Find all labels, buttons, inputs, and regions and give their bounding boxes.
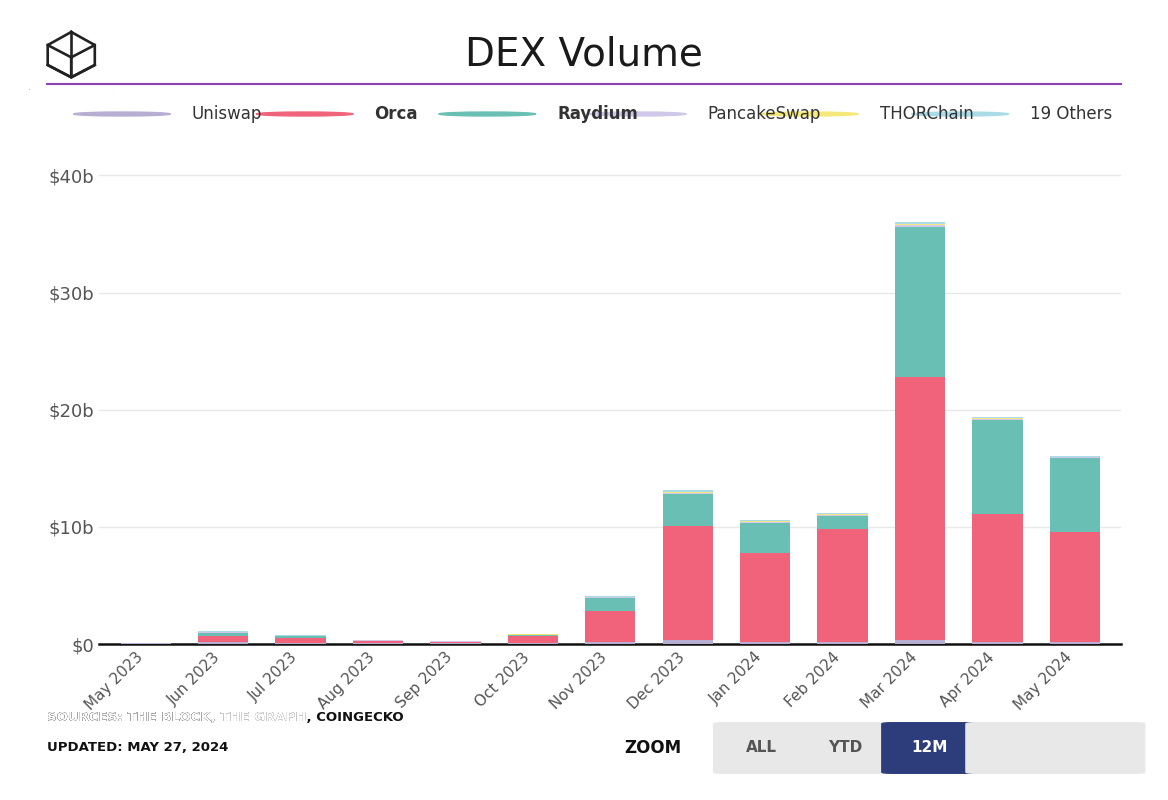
Bar (662, 494, 712, 526)
Bar (662, 526, 712, 641)
Bar (662, 492, 712, 493)
FancyBboxPatch shape (27, 10, 116, 92)
Bar (276, 638, 326, 643)
Bar (895, 377, 945, 641)
Bar (585, 642, 635, 644)
Circle shape (439, 112, 536, 116)
Bar (895, 222, 945, 224)
Bar (662, 490, 712, 492)
Bar (895, 641, 945, 644)
Text: ZOOM: ZOOM (624, 739, 681, 757)
Text: Uniswap: Uniswap (192, 105, 262, 123)
Bar (1050, 642, 1100, 644)
Bar (585, 598, 635, 611)
Text: THORChain: THORChain (880, 105, 973, 123)
Bar (585, 596, 635, 597)
Bar (741, 553, 791, 642)
Bar (199, 633, 249, 636)
FancyBboxPatch shape (714, 722, 808, 774)
Bar (741, 520, 791, 521)
Bar (508, 635, 558, 636)
Text: YTD: YTD (828, 741, 862, 755)
Text: DEX Volume: DEX Volume (465, 36, 703, 74)
Text: SOURCES: THE BLOCK, THE GRAPH: SOURCES: THE BLOCK, THE GRAPH (47, 711, 306, 724)
Bar (353, 641, 403, 643)
Text: UPDATED: MAY 27, 2024: UPDATED: MAY 27, 2024 (47, 741, 228, 754)
Text: SOURCES: THE BLOCK,: SOURCES: THE BLOCK, (47, 711, 220, 724)
Circle shape (256, 112, 353, 116)
Bar (276, 636, 326, 638)
Text: 19 Others: 19 Others (1030, 105, 1112, 123)
Text: Orca: Orca (375, 105, 418, 123)
FancyBboxPatch shape (882, 722, 976, 774)
Bar (508, 636, 558, 643)
Text: SOURCES: THE BLOCK, THE GRAPH, COINGECKO: SOURCES: THE BLOCK, THE GRAPH, COINGECKO (47, 711, 403, 724)
Bar (430, 642, 480, 643)
Bar (199, 642, 249, 644)
Text: 12M: 12M (911, 741, 947, 755)
Bar (895, 225, 945, 227)
Bar (741, 521, 791, 522)
Circle shape (762, 112, 858, 116)
Bar (972, 418, 1022, 419)
Bar (199, 636, 249, 642)
Bar (972, 420, 1022, 514)
Bar (662, 493, 712, 494)
Bar (895, 227, 945, 377)
FancyBboxPatch shape (798, 722, 892, 774)
Bar (508, 643, 558, 644)
Bar (818, 515, 868, 516)
Bar (1050, 532, 1100, 642)
Bar (585, 611, 635, 642)
Text: Raydium: Raydium (557, 105, 638, 123)
FancyBboxPatch shape (966, 722, 1061, 774)
Text: ALL: ALL (745, 741, 777, 755)
Circle shape (74, 112, 171, 116)
Bar (818, 514, 868, 515)
Bar (972, 417, 1022, 418)
Bar (818, 642, 868, 644)
Bar (895, 224, 945, 225)
Bar (662, 641, 712, 644)
Bar (276, 643, 326, 644)
Text: PancakeSwap: PancakeSwap (708, 105, 821, 123)
Bar (1050, 458, 1100, 532)
Bar (972, 642, 1022, 644)
Bar (972, 419, 1022, 420)
Bar (818, 530, 868, 642)
Bar (972, 514, 1022, 642)
Bar (741, 522, 791, 553)
Circle shape (912, 112, 1008, 116)
FancyBboxPatch shape (1050, 722, 1145, 774)
Bar (1050, 455, 1100, 457)
Bar (741, 642, 791, 644)
Circle shape (590, 112, 686, 116)
Bar (818, 516, 868, 530)
